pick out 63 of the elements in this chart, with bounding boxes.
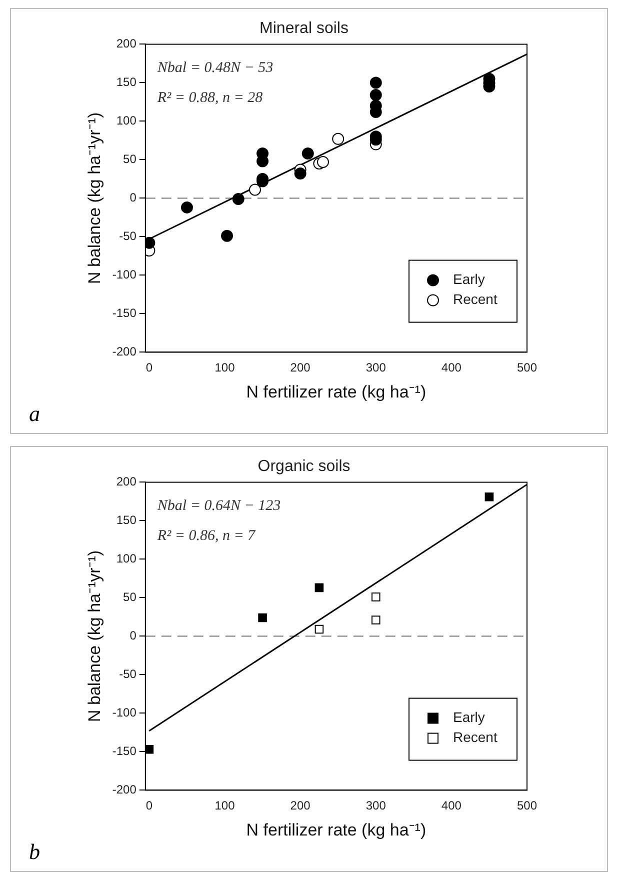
legend-label: Early bbox=[453, 271, 485, 288]
annotation: Nbal = 0.64N − 123 bbox=[156, 498, 281, 514]
x-tick-label: 300 bbox=[366, 360, 386, 375]
y-tick-label: 150 bbox=[116, 75, 137, 90]
y-tick-label: -50 bbox=[119, 229, 137, 244]
point bbox=[145, 745, 154, 754]
y-axis-title: N balance (kg ha⁻¹yr⁻¹) bbox=[84, 112, 104, 284]
y-tick-label: -150 bbox=[112, 744, 137, 758]
x-tick-label: 400 bbox=[441, 360, 462, 375]
point bbox=[314, 583, 324, 592]
point bbox=[180, 201, 193, 214]
y-tick-label: -150 bbox=[112, 306, 137, 320]
x-tick-label: 500 bbox=[516, 360, 538, 375]
x-tick-label: 500 bbox=[516, 798, 538, 813]
point bbox=[221, 230, 234, 242]
y-tick-label: 50 bbox=[123, 590, 137, 604]
point bbox=[370, 76, 382, 89]
y-tick-label: -200 bbox=[112, 344, 137, 359]
point bbox=[370, 89, 382, 102]
y-tick-label: 100 bbox=[116, 114, 137, 128]
y-tick-label: -100 bbox=[112, 706, 137, 720]
x-tick-label: 200 bbox=[290, 798, 311, 813]
point bbox=[316, 156, 329, 168]
legend-label: Recent bbox=[453, 729, 498, 746]
point bbox=[314, 624, 324, 634]
y-tick-label: 200 bbox=[116, 36, 137, 51]
y-tick-label: 150 bbox=[116, 513, 137, 528]
annotation: R² = 0.86, n = 7 bbox=[156, 528, 257, 544]
x-tick-label: 0 bbox=[146, 798, 153, 813]
x-axis-title: N fertilizer rate (kg ha⁻¹) bbox=[246, 820, 426, 840]
y-axis-title: N balance (kg ha⁻¹yr⁻¹) bbox=[84, 550, 104, 722]
point bbox=[371, 616, 380, 624]
text: b bbox=[29, 839, 40, 865]
x-tick-label: 100 bbox=[214, 360, 236, 375]
point bbox=[248, 184, 261, 196]
y-tick-label: -200 bbox=[112, 782, 137, 797]
x-axis-title: N fertilizer rate (kg ha⁻¹) bbox=[246, 382, 426, 402]
y-tick-label: 100 bbox=[116, 552, 137, 566]
y-tick-label: -50 bbox=[119, 667, 137, 682]
x-tick-label: 300 bbox=[366, 798, 386, 813]
x-tick-label: 400 bbox=[441, 798, 462, 813]
x-tick-label: 0 bbox=[146, 360, 153, 375]
annotation: Nbal = 0.48N − 53 bbox=[156, 60, 274, 76]
legend-label: Recent bbox=[453, 291, 498, 308]
y-tick-label: 50 bbox=[123, 152, 137, 166]
x-tick-label: 100 bbox=[214, 798, 236, 813]
y-tick-label: 200 bbox=[116, 474, 137, 489]
legend-label: Early bbox=[453, 709, 485, 726]
chart-title: Mineral soils bbox=[260, 20, 348, 38]
point bbox=[294, 168, 306, 180]
text: a bbox=[29, 401, 40, 427]
point bbox=[258, 613, 267, 622]
point bbox=[232, 192, 244, 205]
chart-title: Organic soils bbox=[258, 458, 350, 476]
point bbox=[484, 492, 494, 502]
point bbox=[371, 592, 380, 602]
y-tick-label: 0 bbox=[130, 628, 137, 643]
point bbox=[302, 148, 314, 160]
annotation: R² = 0.88, n = 28 bbox=[156, 90, 264, 106]
point bbox=[332, 132, 344, 145]
y-tick-label: -100 bbox=[112, 268, 137, 282]
x-tick-label: 200 bbox=[290, 360, 311, 375]
y-tick-label: 0 bbox=[130, 190, 137, 205]
